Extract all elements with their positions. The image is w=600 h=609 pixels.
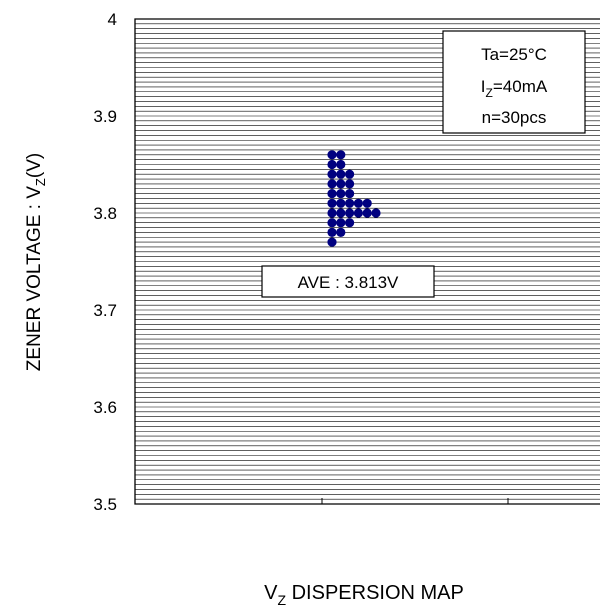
data-point bbox=[336, 169, 346, 179]
data-point bbox=[327, 179, 337, 189]
y-tick-label: 3.6 bbox=[93, 398, 117, 417]
conditions-box: Ta=25°C IZ=40mA n=30pcs bbox=[442, 30, 586, 134]
data-point bbox=[327, 208, 337, 218]
condition-current: IZ=40mA bbox=[481, 77, 548, 100]
y-tick-label: 3.7 bbox=[93, 301, 117, 320]
average-box: AVE : 3.813V bbox=[261, 265, 435, 298]
data-point bbox=[345, 189, 355, 199]
data-point bbox=[336, 189, 346, 199]
data-point bbox=[327, 169, 337, 179]
data-point bbox=[327, 227, 337, 237]
condition-sample-count: n=30pcs bbox=[482, 108, 547, 127]
data-point bbox=[327, 198, 337, 208]
y-tick-label: 3.8 bbox=[93, 204, 117, 223]
data-point bbox=[336, 198, 346, 208]
data-point bbox=[327, 159, 337, 170]
data-point bbox=[362, 198, 372, 208]
y-axis-label: ZENER VOLTAGE : VZ(V) bbox=[24, 153, 48, 371]
average-label: AVE : 3.813V bbox=[298, 273, 399, 292]
x-axis-label: VZ DISPERSION MAP bbox=[264, 582, 464, 608]
data-point bbox=[345, 179, 355, 189]
data-point bbox=[371, 208, 381, 218]
data-point bbox=[362, 208, 372, 218]
y-tick-label: 4 bbox=[108, 10, 117, 29]
conditions-box-frame bbox=[442, 30, 586, 134]
grid-lines bbox=[135, 23, 600, 500]
x-tick-marks bbox=[321, 498, 509, 504]
data-point bbox=[345, 208, 355, 218]
data-point bbox=[336, 179, 346, 189]
condition-temperature: Ta=25°C bbox=[481, 45, 547, 64]
data-point bbox=[336, 208, 346, 218]
y-tick-labels: 3.5 3.6 3.7 3.8 3.9 4 bbox=[93, 10, 117, 514]
data-point bbox=[327, 218, 337, 228]
data-point bbox=[345, 218, 355, 228]
data-point bbox=[327, 189, 337, 199]
data-points bbox=[327, 150, 381, 247]
average-box-frame bbox=[261, 265, 435, 298]
plot-frame bbox=[134, 18, 600, 505]
data-point bbox=[353, 198, 363, 208]
data-point bbox=[327, 237, 337, 247]
data-point bbox=[336, 150, 346, 160]
data-point bbox=[327, 150, 337, 160]
y-tick-label: 3.5 bbox=[93, 495, 117, 514]
data-point bbox=[345, 169, 355, 179]
data-point bbox=[336, 218, 346, 228]
data-point bbox=[345, 198, 355, 208]
data-point bbox=[336, 227, 346, 237]
y-tick-label: 3.9 bbox=[93, 107, 117, 126]
data-point bbox=[336, 159, 346, 170]
data-point bbox=[353, 208, 363, 218]
